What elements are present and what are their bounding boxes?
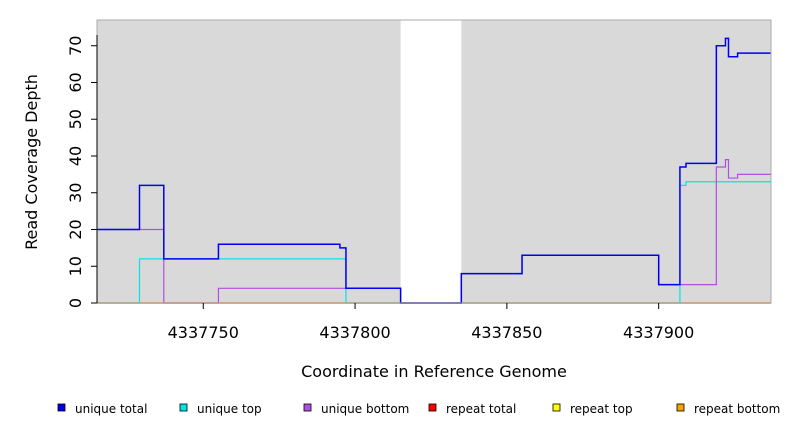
y-tick-label: 60 bbox=[66, 72, 85, 92]
y-tick-label: 50 bbox=[66, 109, 85, 129]
axes-layer: 0 10 20 30 40 50 60 70 4337750 4337800 4337850 4337… bbox=[66, 35, 694, 342]
y-tick-label: 30 bbox=[66, 183, 85, 203]
x-axis-title: Coordinate in Reference Genome bbox=[301, 362, 567, 381]
legend-label-unique-total: unique total bbox=[75, 402, 147, 416]
x-tick-label: 4337750 bbox=[168, 323, 239, 342]
y-tick-label: 70 bbox=[66, 36, 85, 56]
legend-swatch-unique-bottom bbox=[303, 403, 312, 412]
series-line-unique-total bbox=[97, 37, 771, 304]
legend: unique total unique top unique bottom repea… bbox=[57, 402, 780, 416]
legend-swatch-repeat-bottom bbox=[676, 403, 685, 412]
x-tick-label: 4337800 bbox=[319, 323, 390, 342]
legend-swatch-unique-top bbox=[179, 403, 188, 412]
y-axis-title: Read Coverage Depth bbox=[22, 74, 41, 250]
y-tick-label: 20 bbox=[66, 219, 85, 239]
y-tick-label: 40 bbox=[66, 146, 85, 166]
x-tick-label: 4337900 bbox=[623, 323, 694, 342]
legend-label-unique-bottom: unique bottom bbox=[321, 402, 409, 416]
legend-swatch-repeat-total bbox=[428, 403, 437, 412]
legend-swatch-repeat-top bbox=[552, 403, 561, 412]
legend-label-unique-top: unique top bbox=[197, 402, 262, 416]
legend-swatch-unique-total bbox=[57, 403, 66, 412]
gap-region bbox=[400, 20, 462, 303]
y-tick-label: 0 bbox=[66, 298, 85, 308]
y-tick-label: 10 bbox=[66, 256, 85, 276]
legend-label-repeat-top: repeat top bbox=[570, 402, 633, 416]
legend-label-repeat-total: repeat total bbox=[446, 402, 516, 416]
legend-label-repeat-bottom: repeat bottom bbox=[694, 402, 780, 416]
x-tick-label: 4337850 bbox=[471, 323, 542, 342]
